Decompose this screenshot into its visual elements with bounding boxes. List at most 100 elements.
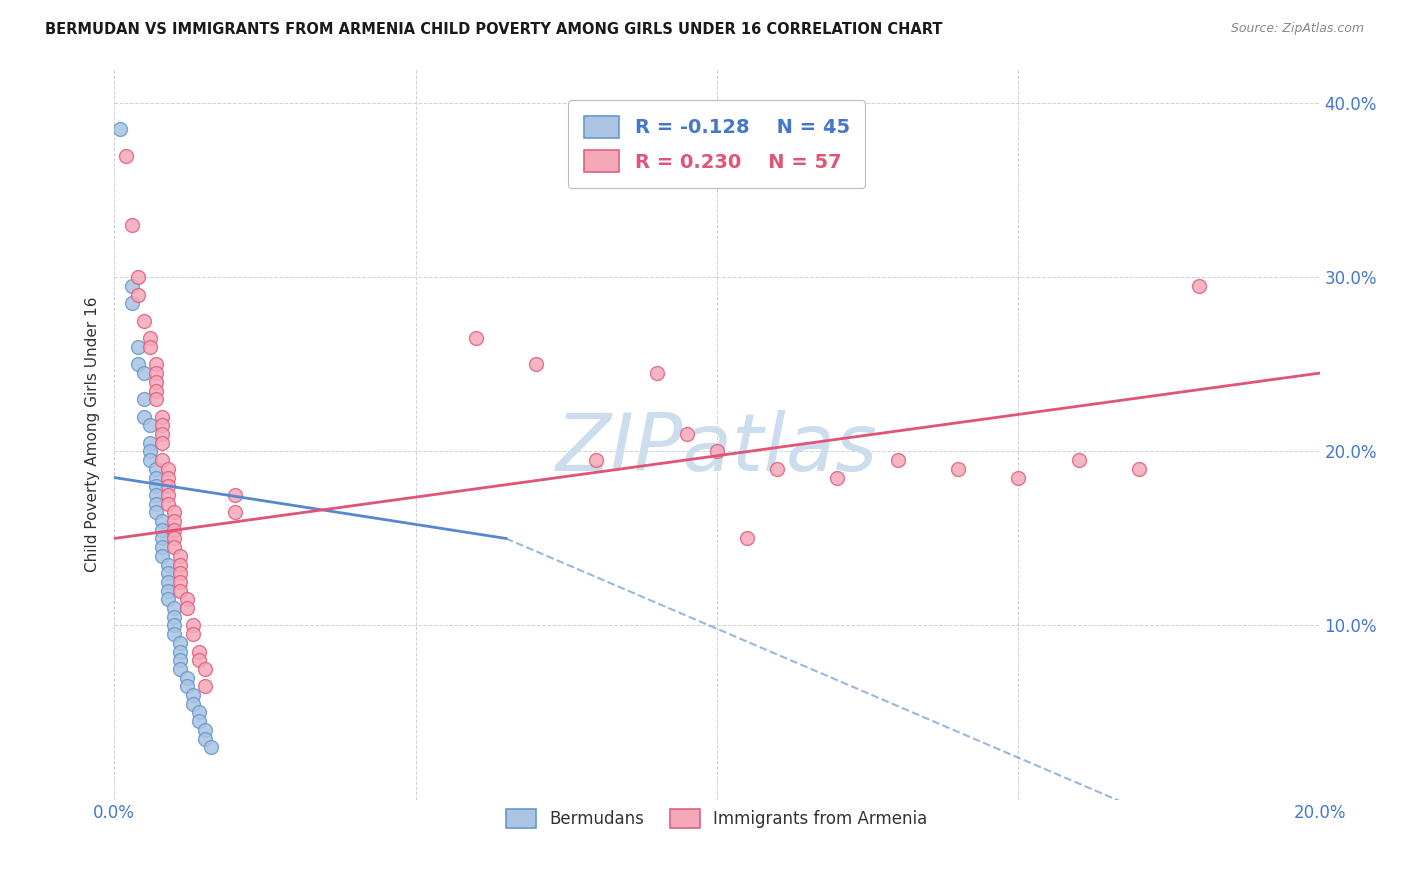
Point xyxy=(163,540,186,554)
Point xyxy=(157,462,180,476)
Point xyxy=(134,409,156,424)
Point xyxy=(157,479,180,493)
Point xyxy=(145,392,167,407)
Point xyxy=(194,662,217,676)
Point xyxy=(194,679,217,693)
Point xyxy=(585,453,607,467)
Point xyxy=(706,444,728,458)
Point xyxy=(152,514,174,528)
Point xyxy=(886,453,908,467)
Point xyxy=(524,358,547,372)
Point xyxy=(115,148,138,162)
Point xyxy=(157,566,180,581)
Point xyxy=(181,697,204,711)
Point xyxy=(169,549,191,563)
Point xyxy=(827,470,849,484)
Point xyxy=(169,636,191,650)
Point xyxy=(1007,470,1029,484)
Point xyxy=(127,358,149,372)
Point xyxy=(163,523,186,537)
Point xyxy=(157,583,180,598)
Point xyxy=(127,270,149,285)
Point xyxy=(139,453,162,467)
Point xyxy=(181,688,204,702)
Point xyxy=(169,574,191,589)
Point xyxy=(194,731,217,746)
Point xyxy=(145,366,167,380)
Point xyxy=(176,679,198,693)
Point xyxy=(145,462,167,476)
Point xyxy=(139,444,162,458)
Point xyxy=(1128,462,1150,476)
Text: BERMUDAN VS IMMIGRANTS FROM ARMENIA CHILD POVERTY AMONG GIRLS UNDER 16 CORRELATI: BERMUDAN VS IMMIGRANTS FROM ARMENIA CHIL… xyxy=(45,22,942,37)
Point xyxy=(139,340,162,354)
Point xyxy=(139,418,162,433)
Point xyxy=(163,618,186,632)
Point xyxy=(157,488,180,502)
Point xyxy=(145,488,167,502)
Point xyxy=(169,644,191,658)
Point xyxy=(157,558,180,572)
Point xyxy=(121,279,143,293)
Point xyxy=(152,540,174,554)
Point xyxy=(169,662,191,676)
Point xyxy=(224,488,246,502)
Point xyxy=(152,453,174,467)
Point xyxy=(163,601,186,615)
Point xyxy=(187,706,209,720)
Point xyxy=(145,479,167,493)
Point xyxy=(152,523,174,537)
Point xyxy=(121,218,143,232)
Point xyxy=(946,462,969,476)
Point xyxy=(1188,279,1211,293)
Point xyxy=(200,740,222,755)
Point xyxy=(181,627,204,641)
Point xyxy=(766,462,789,476)
Y-axis label: Child Poverty Among Girls Under 16: Child Poverty Among Girls Under 16 xyxy=(86,296,100,572)
Point xyxy=(163,609,186,624)
Point xyxy=(176,671,198,685)
Point xyxy=(139,435,162,450)
Point xyxy=(194,723,217,737)
Point xyxy=(187,653,209,667)
Text: Source: ZipAtlas.com: Source: ZipAtlas.com xyxy=(1230,22,1364,36)
Point xyxy=(163,514,186,528)
Point xyxy=(152,532,174,546)
Point xyxy=(134,392,156,407)
Point xyxy=(645,366,668,380)
Legend: Bermudans, Immigrants from Armenia: Bermudans, Immigrants from Armenia xyxy=(499,803,934,835)
Point xyxy=(464,331,486,345)
Point xyxy=(127,287,149,301)
Point xyxy=(169,566,191,581)
Point xyxy=(145,497,167,511)
Point xyxy=(157,470,180,484)
Point xyxy=(152,549,174,563)
Point xyxy=(157,574,180,589)
Point xyxy=(152,427,174,442)
Point xyxy=(134,314,156,328)
Point xyxy=(127,340,149,354)
Point xyxy=(121,296,143,310)
Point xyxy=(145,505,167,519)
Point xyxy=(157,592,180,607)
Point xyxy=(735,532,758,546)
Point xyxy=(134,366,156,380)
Point xyxy=(139,331,162,345)
Point xyxy=(145,375,167,389)
Text: ZIPatlas: ZIPatlas xyxy=(555,409,877,488)
Point xyxy=(187,714,209,729)
Point xyxy=(163,532,186,546)
Point xyxy=(176,601,198,615)
Point xyxy=(145,358,167,372)
Point xyxy=(163,505,186,519)
Point xyxy=(1067,453,1090,467)
Point xyxy=(163,627,186,641)
Point xyxy=(675,427,697,442)
Point xyxy=(152,409,174,424)
Point xyxy=(110,122,132,136)
Point xyxy=(169,653,191,667)
Point xyxy=(152,435,174,450)
Point xyxy=(181,618,204,632)
Point xyxy=(187,644,209,658)
Point xyxy=(224,505,246,519)
